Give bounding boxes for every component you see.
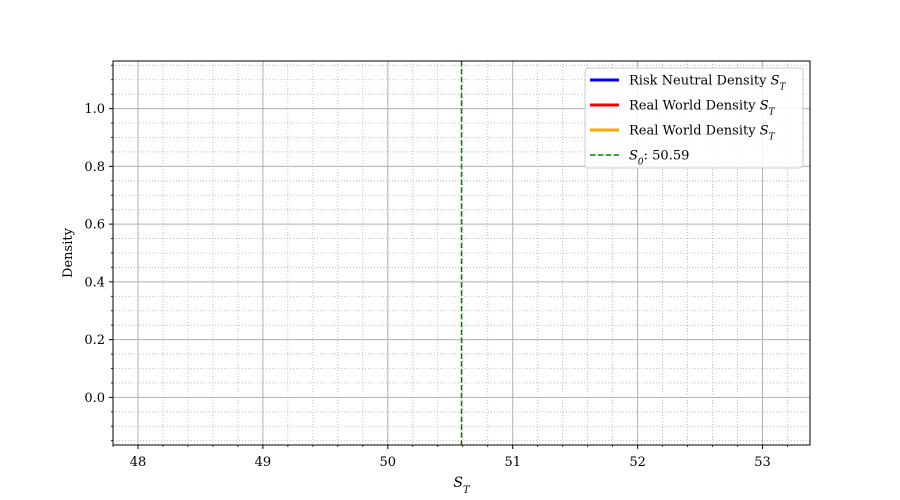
x-tick-label: 51 <box>504 455 521 470</box>
ticks-layer <box>109 64 788 449</box>
y-tick-label: 0.6 <box>84 218 105 233</box>
x-tick-label: 50 <box>380 455 397 470</box>
y-tick-label: 0.8 <box>84 160 105 175</box>
legend-label-3: S0: 50.59 <box>629 149 689 168</box>
x-tick-label: 53 <box>754 455 771 470</box>
y-tick-label: 0.2 <box>84 333 105 348</box>
y-tick-label: 0.4 <box>84 275 105 290</box>
legend-label-2: Real World Density ST <box>629 124 776 143</box>
x-tick-label: 52 <box>629 455 646 470</box>
legend-label-0: Risk Neutral Density ST <box>629 74 786 93</box>
y-tick-label: 1.0 <box>84 102 105 117</box>
legend-box <box>584 67 804 169</box>
y-axis-label: Density <box>61 227 76 278</box>
x-axis-label: ST <box>453 475 471 496</box>
legend-label-1: Real World Density ST <box>629 99 776 118</box>
legend: Risk Neutral Density ST Real World Densit… <box>584 67 804 169</box>
y-tick-label: 0.0 <box>84 391 105 406</box>
tick-labels: 48 49 50 51 52 53 0.0 0.2 0.4 0.6 0.8 1.0 <box>84 102 770 470</box>
x-tick-label: 48 <box>130 455 147 470</box>
x-tick-label: 49 <box>255 455 272 470</box>
